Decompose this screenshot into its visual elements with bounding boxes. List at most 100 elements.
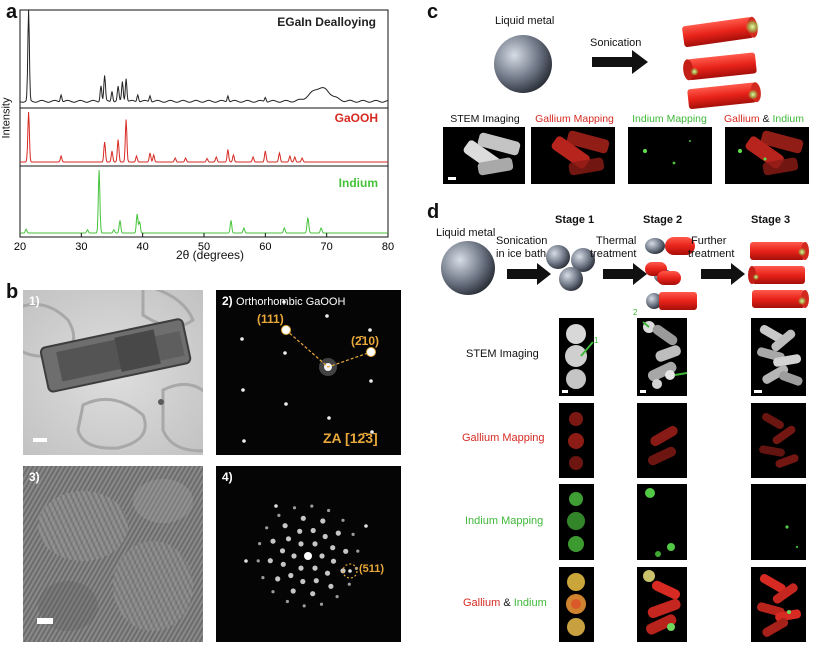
- panel-d-schematic: [441, 237, 809, 310]
- d-overlay-amp: &: [500, 597, 514, 609]
- saed-spot: [368, 328, 372, 332]
- x-tick-label: 60: [259, 241, 271, 253]
- series-label-egain: EGaIn Dealloying: [277, 15, 376, 29]
- fft-spot: [330, 558, 337, 564]
- d-marker-2: 2: [633, 308, 638, 317]
- fft-spot-label: (511): [359, 563, 385, 575]
- fft-spot: [285, 536, 292, 542]
- series-label-indium: Indium: [338, 176, 378, 190]
- d-s3-gallium: [751, 403, 806, 478]
- fft-spot: [320, 518, 326, 524]
- c-rod-3: [687, 82, 761, 109]
- saed-spot-111: [281, 325, 291, 335]
- panel-d-letter: d: [427, 201, 440, 223]
- saed-spot: [240, 337, 244, 341]
- d-s1-indium: [559, 484, 594, 560]
- d-stage-3-label: Stage 3: [751, 214, 791, 226]
- x-tick-label: 20: [14, 241, 26, 253]
- hrtem-label: 3): [29, 470, 40, 484]
- hrtem-image: 3): [23, 466, 203, 642]
- d-stage3-rod-1: [750, 242, 809, 260]
- fft-spot: [267, 558, 273, 564]
- fft-spot: [340, 568, 346, 574]
- d-s2-gallium: [637, 403, 687, 478]
- fft-spot: [285, 599, 289, 604]
- fft-label: 4): [222, 470, 233, 484]
- fft-spot: [292, 506, 297, 510]
- saed-spot: [282, 300, 286, 304]
- fft-spot: [356, 549, 360, 553]
- fft-spot: [300, 578, 306, 585]
- saed-spot: [369, 379, 373, 383]
- fft-spot: [310, 591, 316, 597]
- d-s3-stem: [751, 318, 806, 396]
- saed-title: Orthorhombic GaOOH: [236, 296, 346, 308]
- saed-spot-210: [366, 347, 376, 357]
- d-row-label-overlay: Gallium & Indium: [463, 597, 547, 609]
- c-sonication-arrow: [592, 50, 648, 74]
- tem-image-1-svg: [23, 290, 203, 455]
- c-sonication-label: Sonication: [590, 37, 642, 49]
- c-tile-overlay: [725, 127, 809, 184]
- c-rod-1: [682, 16, 760, 47]
- c-tile-label-indium: Indium Mapping: [632, 113, 707, 125]
- y-axis-label: Intensity: [0, 97, 13, 139]
- c-tile-label-overlay: Gallium & Indium: [718, 113, 810, 125]
- c-overlay-gallium: Gallium: [724, 113, 760, 125]
- fft-spot: [319, 553, 325, 559]
- fft-spot: [302, 604, 306, 608]
- saed-spot-111-label: (111): [257, 312, 284, 326]
- tem-image-1: 1): [23, 290, 203, 455]
- fft-spot: [277, 513, 281, 517]
- panel-a-letter: a: [6, 1, 18, 23]
- fft-outer-spot: [274, 504, 278, 508]
- fft-spot: [288, 572, 294, 579]
- d-stage2-rod-1: [645, 237, 695, 255]
- fft-spot: [280, 561, 286, 567]
- saed-label: 2) Orthorhombic GaOOH: [222, 294, 345, 308]
- d-marker-1: 1: [594, 336, 599, 345]
- d-stage3-rod-3: [752, 290, 809, 308]
- x-tick-label: 30: [75, 241, 87, 253]
- fft-spot: [324, 570, 331, 576]
- fft-spot: [265, 526, 269, 530]
- panel-b-letter: b: [6, 281, 19, 303]
- fft-pattern: 4) (511): [216, 466, 401, 642]
- d-s2-indium: [637, 484, 687, 560]
- xrd-svg: 20 30 40 50 60 70 80: [14, 9, 394, 253]
- fft-spot: [291, 553, 297, 559]
- d-s1-gallium: [559, 403, 594, 478]
- fft-spot: [298, 565, 304, 571]
- fft-spot: [300, 515, 306, 521]
- d-liquid-metal-label: Liquid metal: [436, 227, 496, 239]
- fft-spot: [319, 602, 324, 606]
- x-tick-label: 40: [137, 241, 149, 253]
- d-step2-label-line2: treatment: [590, 248, 637, 260]
- d-stage1-sphere-1: [546, 245, 570, 269]
- fft-spot: [312, 541, 318, 547]
- fft-spot: [313, 578, 319, 584]
- xrd-trace-0: [19, 10, 389, 103]
- fft-spot: [279, 548, 286, 554]
- x-axis-label: 2θ (degrees): [176, 248, 245, 262]
- d-s2-stem: [637, 318, 687, 396]
- saed-spot: [283, 351, 287, 355]
- fft-svg: [244, 504, 368, 608]
- hrtem-svg: [23, 466, 203, 642]
- xrd-trace-1: [20, 111, 388, 163]
- d-arrow-2: [603, 263, 647, 285]
- fft-spot: [270, 538, 276, 544]
- fft-spot: [341, 518, 345, 522]
- d-s3-indium: [751, 484, 806, 560]
- xrd-frame: [19, 9, 389, 238]
- x-tick-label: 50: [198, 241, 210, 253]
- d-arrow-3: [701, 263, 745, 285]
- fft-spot: [347, 582, 351, 586]
- fft-spot: [282, 523, 288, 529]
- d-stage-2-label: Stage 2: [643, 214, 683, 226]
- fft-spot: [343, 548, 349, 554]
- fft-outer-spot: [244, 559, 248, 563]
- c-tile-indium: [628, 127, 712, 184]
- saed-number: 2): [222, 294, 233, 308]
- fft-spot: [290, 588, 296, 594]
